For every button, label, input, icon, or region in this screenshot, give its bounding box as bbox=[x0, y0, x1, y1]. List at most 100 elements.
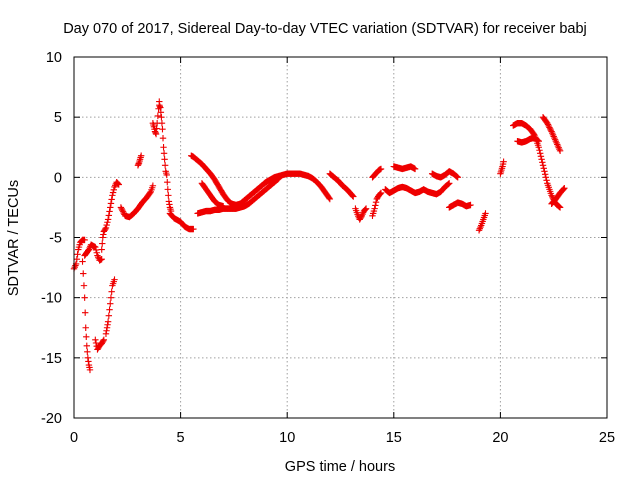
series-seg27 bbox=[539, 113, 564, 155]
y-tick-label: 5 bbox=[54, 110, 62, 126]
data-point bbox=[556, 204, 564, 211]
data-point bbox=[542, 174, 550, 181]
data-point bbox=[350, 193, 357, 200]
data-point bbox=[99, 337, 107, 345]
data-point bbox=[362, 205, 370, 212]
data-point bbox=[102, 224, 110, 232]
data-point bbox=[160, 150, 168, 157]
data-point bbox=[160, 144, 167, 151]
data-point bbox=[109, 189, 117, 196]
y-tick-label: -15 bbox=[41, 351, 62, 367]
series-seg2 bbox=[79, 258, 94, 374]
series-seg9 bbox=[149, 98, 163, 138]
data-point bbox=[445, 180, 452, 188]
series-seg13 bbox=[194, 175, 282, 217]
data-point bbox=[540, 165, 547, 172]
data-point bbox=[454, 174, 461, 181]
data-point bbox=[539, 159, 546, 166]
data-point bbox=[106, 208, 113, 215]
data-point bbox=[74, 251, 81, 258]
data-point bbox=[80, 282, 88, 289]
data-point bbox=[482, 210, 489, 217]
chart-title: Day 070 of 2017, Sidereal Day-to-day VTE… bbox=[63, 21, 587, 37]
data-point bbox=[274, 175, 282, 183]
data-point bbox=[158, 113, 165, 121]
data-point bbox=[538, 156, 545, 163]
data-point bbox=[104, 216, 112, 223]
data-point bbox=[325, 194, 333, 202]
data-point bbox=[110, 186, 117, 193]
y-tick-label: 10 bbox=[46, 50, 62, 66]
data-point bbox=[105, 212, 113, 219]
x-tick-label: 20 bbox=[492, 430, 508, 446]
data-point bbox=[377, 165, 385, 173]
series-seg16 bbox=[352, 205, 370, 223]
y-axis-label: SDTVAR / TECUs bbox=[6, 180, 22, 296]
series-seg10 bbox=[156, 101, 175, 215]
data-point bbox=[467, 201, 474, 209]
series-seg11 bbox=[166, 210, 197, 233]
data-point bbox=[161, 156, 168, 163]
data-point bbox=[453, 172, 460, 180]
series-seg19 bbox=[382, 180, 453, 198]
data-point bbox=[146, 189, 154, 196]
data-point bbox=[107, 200, 115, 207]
data-point bbox=[107, 204, 114, 211]
data-point bbox=[84, 348, 91, 356]
series-seg5 bbox=[102, 276, 118, 337]
x-tick-label: 5 bbox=[177, 430, 185, 446]
data-point bbox=[547, 127, 555, 134]
data-point bbox=[83, 342, 90, 349]
data-point bbox=[154, 112, 162, 120]
data-point bbox=[544, 121, 552, 128]
data-point bbox=[556, 203, 563, 211]
data-point bbox=[446, 180, 453, 187]
data-point bbox=[73, 255, 81, 263]
series-seg7 bbox=[117, 182, 157, 221]
data-point bbox=[537, 153, 545, 160]
data-point bbox=[534, 136, 541, 144]
data-point bbox=[548, 192, 555, 199]
x-tick-label: 10 bbox=[279, 430, 295, 446]
data-point bbox=[81, 294, 88, 301]
data-point bbox=[535, 138, 542, 145]
series-seg8 bbox=[134, 152, 145, 169]
data-point bbox=[81, 309, 89, 316]
series-seg17 bbox=[369, 189, 385, 220]
data-point bbox=[543, 177, 550, 184]
data-point bbox=[534, 137, 542, 144]
data-point bbox=[372, 199, 380, 206]
data-point bbox=[118, 205, 125, 213]
data-point bbox=[111, 276, 118, 283]
data-point bbox=[83, 333, 90, 340]
data-point bbox=[82, 324, 89, 331]
grid bbox=[74, 57, 607, 418]
data-point bbox=[275, 175, 282, 182]
series-seg21 bbox=[428, 168, 461, 181]
data-point bbox=[536, 150, 544, 157]
data-point bbox=[80, 270, 87, 277]
data-point bbox=[100, 336, 108, 343]
data-point bbox=[137, 152, 145, 159]
data-point bbox=[535, 144, 542, 151]
data-point bbox=[560, 185, 567, 193]
data-point bbox=[541, 171, 549, 178]
series-seg22 bbox=[446, 199, 474, 211]
data-point bbox=[274, 176, 281, 183]
data-point bbox=[541, 168, 548, 175]
series-seg12 bbox=[188, 152, 334, 209]
data-point bbox=[555, 203, 562, 210]
series-seg14 bbox=[198, 180, 227, 210]
plot-frame bbox=[73, 56, 608, 419]
data-point bbox=[161, 162, 169, 169]
data-point bbox=[220, 203, 227, 210]
data-point bbox=[92, 339, 100, 347]
data-point bbox=[546, 124, 553, 131]
y-tick-label: -10 bbox=[41, 291, 62, 307]
data-point bbox=[539, 162, 547, 169]
data-point bbox=[99, 240, 106, 247]
axis-ticks: 0 5 10 15 20 25 -20 -15 -10 -5 0 5 10 bbox=[41, 50, 615, 446]
series-seg3 bbox=[81, 241, 105, 264]
data-point bbox=[158, 119, 166, 127]
